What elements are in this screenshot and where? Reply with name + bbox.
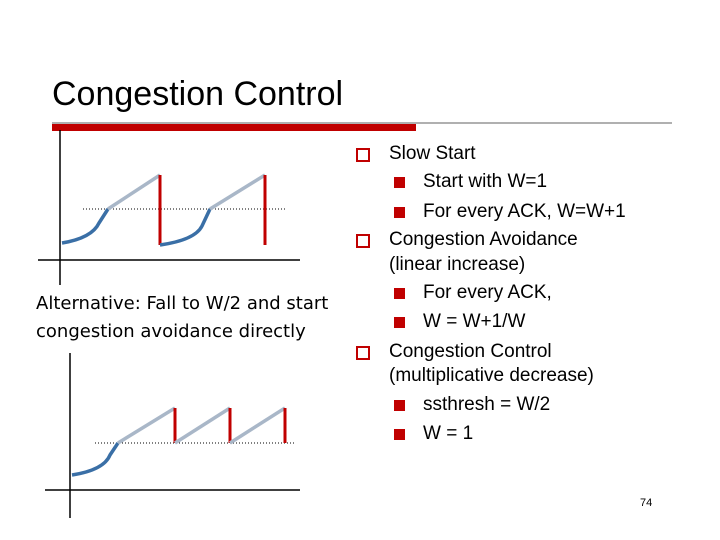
slow-start-curve (159, 208, 212, 247)
alternative-note-line-2: congestion avoidance directly (36, 321, 306, 342)
slide-title: Congestion Control (52, 75, 344, 113)
slow-start-curve (61, 208, 110, 245)
linear-increase (229, 406, 286, 445)
filled-square-bullet-icon (394, 177, 405, 188)
linear-increase (117, 406, 176, 445)
slow-start-curve (71, 442, 120, 477)
diagram-alternative (45, 353, 300, 518)
hollow-square-bullet-icon (356, 346, 370, 360)
linear-increase (174, 406, 231, 445)
diagram-slow-start (38, 130, 300, 285)
linear-increase (209, 173, 266, 211)
hollow-square-bullet-icon (356, 234, 370, 248)
title-accent-bar (52, 124, 416, 131)
hollow-square-bullet-icon (356, 148, 370, 162)
filled-square-bullet-icon (394, 288, 405, 299)
filled-square-bullet-icon (394, 317, 405, 328)
alternative-note: Alternative: Fall to W/2 and start conge… (36, 290, 328, 346)
filled-square-bullet-icon (394, 207, 405, 218)
linear-increase (107, 173, 161, 211)
title-underline (52, 122, 672, 124)
filled-square-bullet-icon (394, 429, 405, 440)
page-number: 74 (640, 497, 653, 509)
filled-square-bullet-icon (394, 400, 405, 411)
alternative-note-line-1: Alternative: Fall to W/2 and start (36, 293, 329, 314)
